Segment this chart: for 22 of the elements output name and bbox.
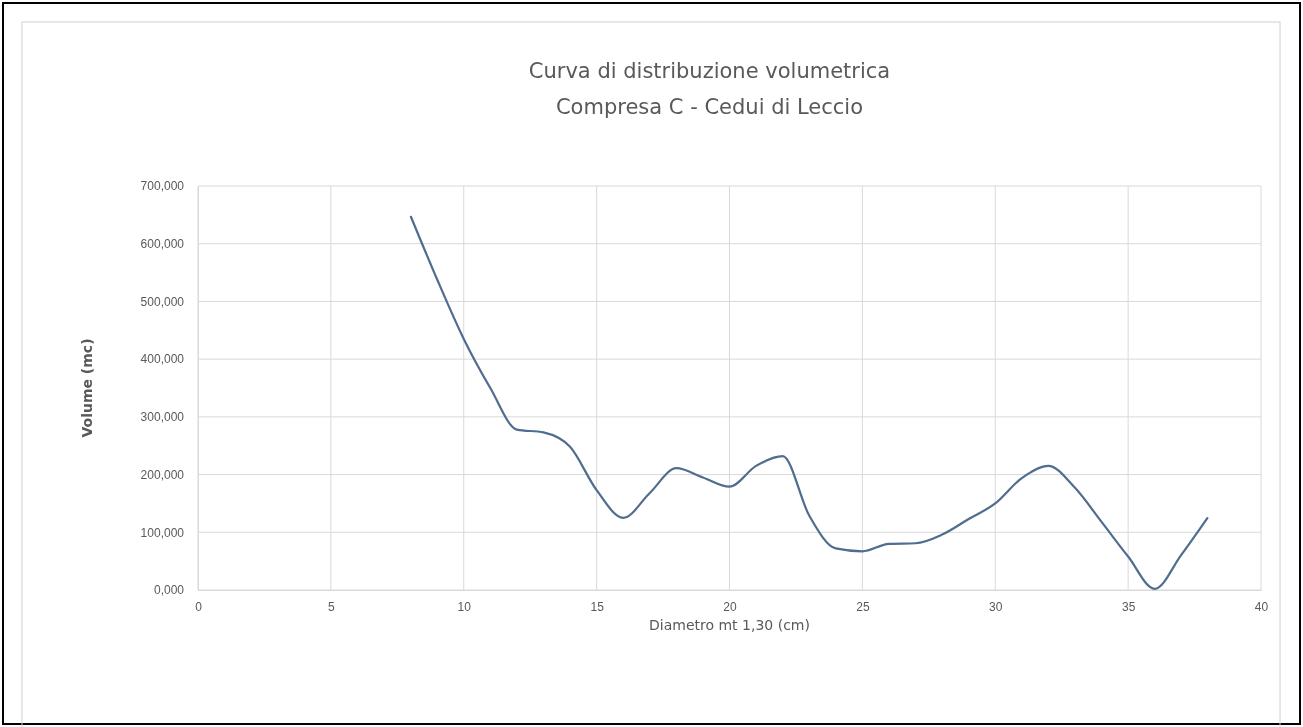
y-tick-label: 400,000: [140, 352, 185, 367]
x-tick-label: 30: [989, 599, 1003, 614]
y-tick-label: 300,000: [140, 410, 185, 425]
y-tick-label: 600,000: [140, 237, 185, 252]
chart-subtitle: Compresa C - Cedui di Leccio: [555, 95, 864, 119]
chart-title: Curva di distribuzione volumetrica: [528, 59, 891, 83]
x-axis-title: Diametro mt 1,30 (cm): [649, 617, 810, 633]
y-axis-title: Volume (mc): [79, 338, 95, 438]
x-tick-label: 15: [590, 599, 605, 614]
x-tick-label: 0: [195, 599, 203, 614]
x-tick-label: 10: [457, 599, 472, 614]
x-tick-label: 25: [856, 599, 870, 614]
y-tick-label: 500,000: [140, 294, 185, 309]
y-tick-label: 0,000: [153, 583, 185, 598]
x-tick-label: 35: [1121, 599, 1136, 614]
y-tick-label: 700,000: [140, 179, 185, 194]
x-tick-label: 40: [1254, 599, 1269, 614]
line-series: [409, 214, 1209, 590]
y-tick-label: 100,000: [140, 525, 185, 540]
x-tick-label: 20: [723, 599, 737, 614]
y-tick-label: 200,000: [140, 467, 185, 482]
x-tick-label: 5: [328, 599, 336, 614]
